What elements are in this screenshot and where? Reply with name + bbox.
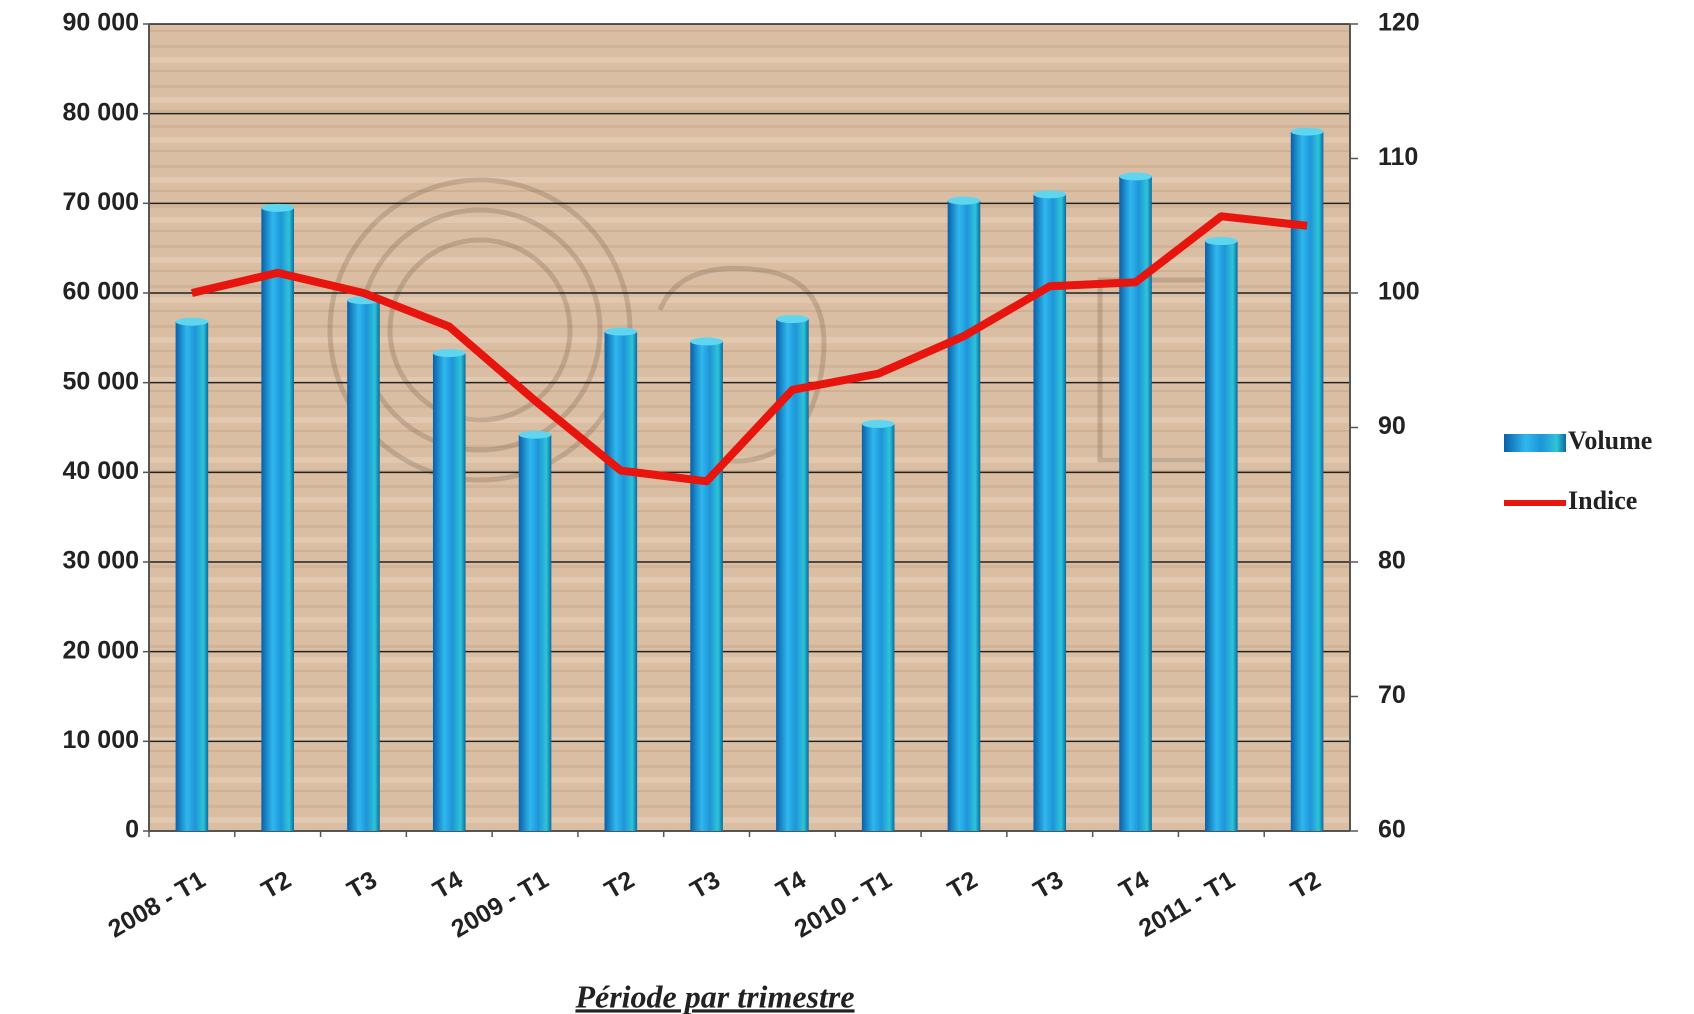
bar-cap xyxy=(175,317,209,326)
y2-tick-label: 70 xyxy=(1378,681,1406,709)
x-tick-label: T2 xyxy=(600,866,639,905)
bar-cap xyxy=(690,337,723,346)
bar xyxy=(518,434,552,831)
x-tick-label: T3 xyxy=(1029,866,1068,905)
bar xyxy=(1290,131,1324,832)
y-tick-label: 40 000 xyxy=(63,457,139,485)
bar-cap xyxy=(604,327,638,336)
x-tick-label: T2 xyxy=(257,866,296,905)
x-tick-label: T3 xyxy=(342,866,381,905)
y-tick-label: 20 000 xyxy=(63,636,139,664)
bar-cap xyxy=(261,203,294,212)
y2-tick-label: 100 xyxy=(1378,278,1420,306)
y-tick-label: 10 000 xyxy=(63,726,139,754)
legend-label: Volume xyxy=(1568,426,1652,455)
bar-cap xyxy=(518,430,552,439)
y-tick-label: 30 000 xyxy=(63,547,139,575)
bar xyxy=(432,353,466,831)
bar-cap xyxy=(432,349,466,358)
bar xyxy=(776,319,809,831)
bar-cap xyxy=(861,419,895,428)
y2-tick-label: 120 xyxy=(1378,9,1420,37)
bar xyxy=(861,423,895,831)
y2-tick-label: 80 xyxy=(1378,547,1406,575)
bar-cap xyxy=(947,196,981,205)
y2-tick-label: 110 xyxy=(1378,143,1418,171)
x-tick-label: T2 xyxy=(1286,866,1325,905)
x-tick-label: 2008 - T1 xyxy=(104,866,211,944)
bar xyxy=(604,331,638,831)
y-tick-label: 70 000 xyxy=(63,188,139,216)
bar-cap xyxy=(1033,190,1067,199)
line xyxy=(190,212,1308,486)
bar-cap xyxy=(1205,236,1238,245)
legend-label: Indice xyxy=(1568,486,1637,515)
bar-cap xyxy=(1119,172,1152,181)
y-tick-label: 50 000 xyxy=(63,367,139,395)
bar-cap xyxy=(1290,127,1324,136)
bar xyxy=(261,207,294,832)
bar-cap xyxy=(776,315,809,324)
x-tick-label: T4 xyxy=(1115,866,1154,905)
y-tick-label: 90 000 xyxy=(63,9,139,37)
y-tick-label: 60 000 xyxy=(63,278,139,306)
x-tick-label: 2011 - T1 xyxy=(1134,866,1240,943)
legend-swatch xyxy=(1504,434,1566,452)
x-tick-label: T4 xyxy=(771,866,810,905)
bar xyxy=(1205,240,1238,831)
x-tick-label: 2010 - T1 xyxy=(790,866,897,944)
plot-background xyxy=(149,24,1350,831)
bar xyxy=(347,300,380,831)
y-tick-label: 0 xyxy=(125,816,139,844)
x-tick-label: T2 xyxy=(943,866,982,905)
y2-tick-label: 90 xyxy=(1378,412,1406,440)
bar xyxy=(690,341,723,831)
bar xyxy=(947,200,981,832)
y2-tick-label: 60 xyxy=(1378,816,1406,844)
bar xyxy=(175,321,209,831)
x-tick-label: T4 xyxy=(428,866,467,905)
x-axis-title: Période par trimestre xyxy=(574,978,854,1014)
y-tick-label: 80 000 xyxy=(63,98,139,126)
bar xyxy=(1033,194,1067,831)
x-tick-label: 2009 - T1 xyxy=(447,866,554,944)
x-tick-label: T3 xyxy=(686,866,725,905)
